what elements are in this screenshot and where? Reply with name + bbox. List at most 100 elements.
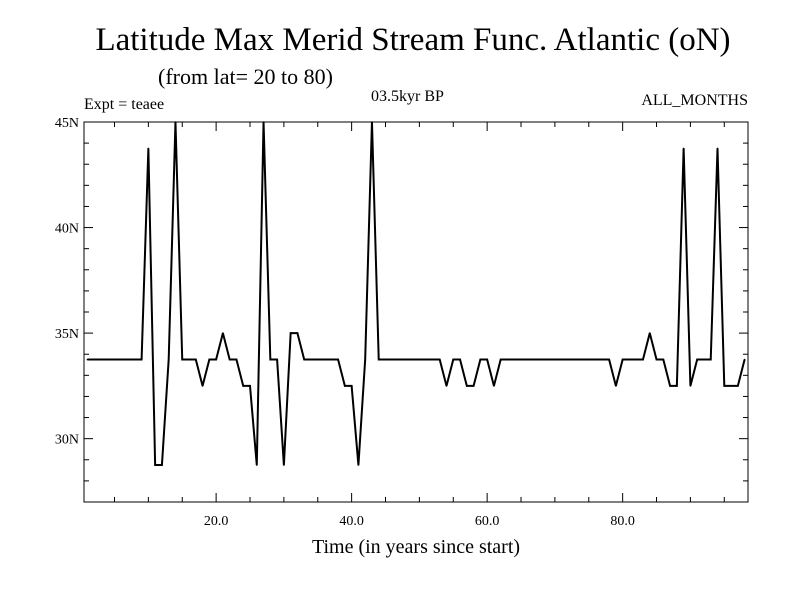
period-label: 03.5kyr BP — [371, 88, 444, 105]
data-point — [459, 358, 461, 361]
data-point — [269, 358, 272, 361]
chart-subtitle: (from lat= 20 to 80) — [158, 64, 333, 89]
data-point — [276, 358, 278, 361]
data-point — [493, 385, 495, 387]
data-point — [716, 147, 719, 150]
data-point — [709, 358, 712, 361]
data-point — [662, 358, 665, 361]
months-label: ALL_MONTHS — [641, 92, 748, 109]
data-point — [479, 358, 482, 361]
data-point — [696, 358, 698, 361]
data-point — [100, 358, 102, 361]
axis-tick-labels: 20.0 40.0 60.0 80.0 30N 35N 40N 45N — [55, 116, 635, 529]
data-point — [520, 358, 522, 361]
data-point — [113, 358, 116, 361]
data-point — [676, 385, 678, 387]
data-point — [222, 332, 224, 334]
data-point — [669, 385, 671, 387]
data-point — [106, 358, 109, 361]
data-point — [466, 385, 468, 387]
data-point — [303, 358, 306, 361]
x-axis-label: Time (in years since start) — [311, 536, 521, 558]
y-tick-label: 35N — [55, 327, 79, 342]
data-point — [418, 358, 421, 361]
data-point — [154, 464, 156, 466]
data-point — [743, 358, 746, 361]
data-point — [194, 358, 197, 361]
data-point — [425, 358, 427, 361]
data-point — [215, 358, 217, 361]
data-point — [513, 358, 516, 361]
x-tick-label: 40.0 — [339, 514, 364, 529]
data-point — [655, 358, 658, 361]
data-point — [398, 358, 400, 361]
series-line — [87, 121, 746, 467]
data-point — [316, 358, 319, 361]
data-point — [330, 358, 333, 361]
data-point — [587, 358, 590, 361]
data-point — [554, 358, 556, 361]
data-point — [594, 358, 597, 361]
data-point — [384, 358, 387, 361]
data-point — [120, 358, 123, 361]
data-point — [310, 358, 312, 361]
y-tick-label: 40N — [55, 222, 79, 237]
data-series — [86, 121, 746, 467]
data-point — [242, 385, 245, 387]
plot-frame — [83, 121, 749, 503]
y-tick-label: 30N — [55, 433, 79, 448]
experiment-label: Expt = teaee — [84, 96, 165, 113]
x-tick-label: 80.0 — [610, 514, 635, 529]
data-point — [581, 358, 583, 361]
data-point — [438, 358, 441, 361]
data-point — [283, 464, 285, 466]
data-point — [134, 358, 136, 361]
data-point — [621, 358, 624, 361]
data-point — [540, 358, 543, 361]
data-point — [208, 358, 211, 361]
data-point — [235, 358, 238, 361]
data-point — [147, 147, 150, 150]
data-point — [547, 358, 549, 361]
chart-title: Latitude Max Merid Stream Func. Atlantic… — [95, 22, 731, 58]
data-point — [608, 358, 610, 361]
data-point — [323, 358, 326, 361]
data-point — [703, 358, 705, 361]
data-point — [357, 464, 360, 466]
data-point — [181, 358, 184, 361]
data-point — [560, 358, 563, 361]
data-point — [737, 385, 739, 387]
data-point — [642, 358, 644, 361]
data-point — [689, 385, 692, 387]
data-point — [601, 358, 604, 361]
data-point — [723, 385, 726, 387]
data-point — [567, 358, 570, 361]
data-point — [391, 358, 394, 361]
data-point — [167, 358, 170, 361]
data-point — [499, 358, 502, 361]
data-point — [445, 385, 448, 387]
data-point — [262, 121, 265, 123]
data-point — [161, 464, 163, 466]
data-point — [86, 358, 89, 361]
data-point — [506, 358, 509, 361]
data-point — [472, 385, 475, 387]
data-point — [93, 358, 95, 361]
data-point — [228, 358, 231, 361]
data-point — [615, 385, 617, 387]
data-point — [255, 464, 258, 466]
data-point — [188, 358, 190, 361]
data-point — [574, 358, 577, 361]
data-point — [452, 358, 455, 361]
data-point — [730, 385, 732, 387]
axis-ticks — [84, 121, 748, 503]
data-point — [127, 358, 129, 361]
data-point — [344, 385, 346, 387]
data-point — [201, 385, 204, 387]
data-point — [682, 147, 685, 150]
data-point — [364, 358, 366, 361]
data-point — [350, 385, 353, 387]
data-point — [174, 121, 177, 123]
data-point — [648, 332, 651, 334]
